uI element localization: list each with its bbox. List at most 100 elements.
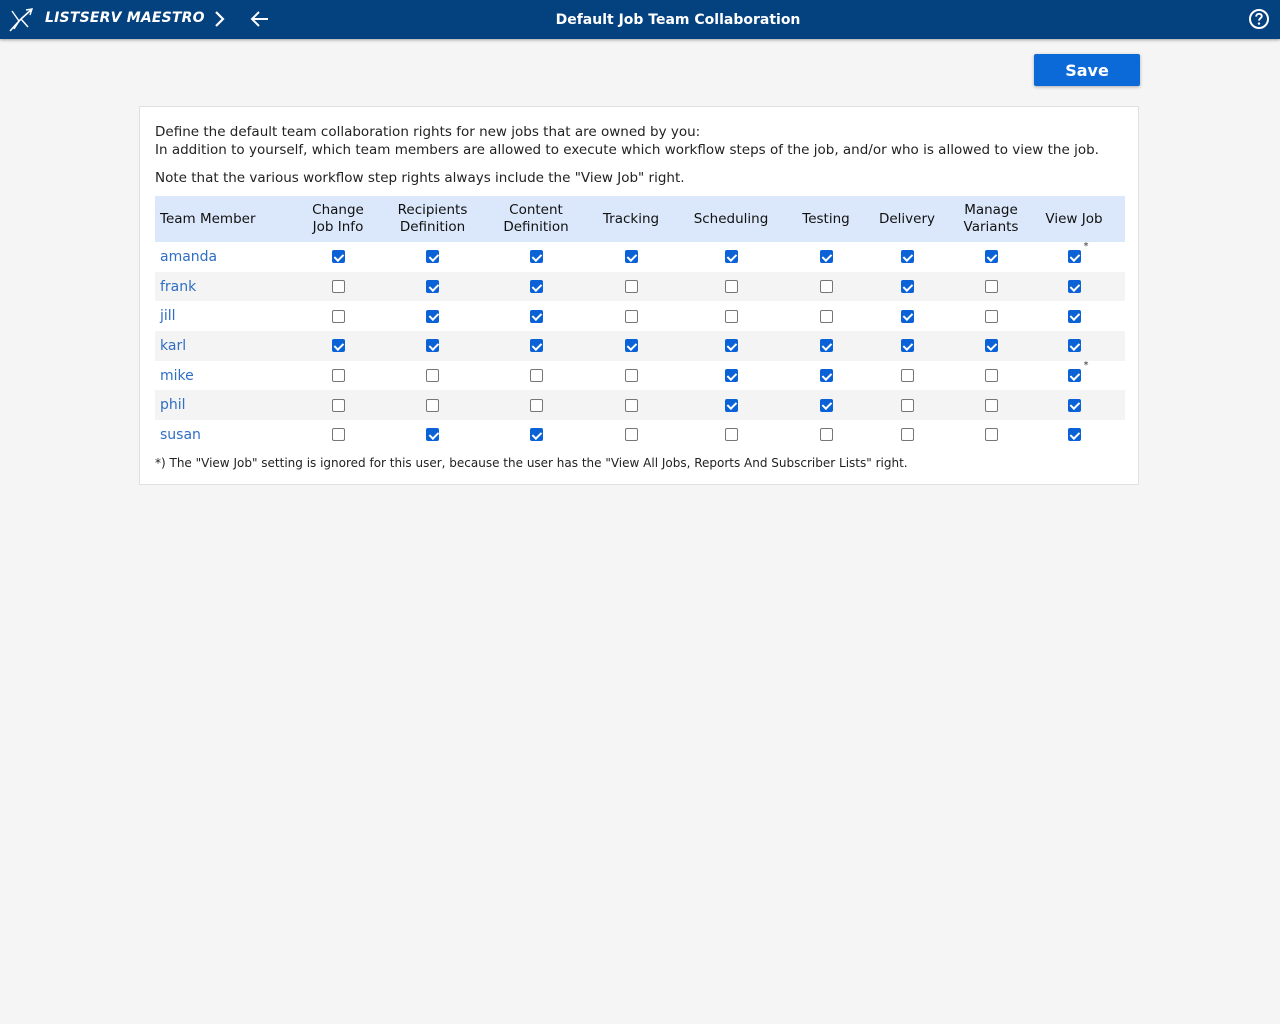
cell-scheduling — [665, 420, 797, 450]
team-member-link[interactable]: karl — [155, 331, 286, 361]
checkbox-wrapper — [724, 279, 738, 295]
checkbox-wrapper — [529, 279, 543, 295]
cell-recipients-definition — [390, 301, 475, 331]
view-job-checkbox[interactable] — [1067, 369, 1081, 383]
view-job-checkbox[interactable] — [1067, 428, 1081, 442]
scheduling-checkbox[interactable] — [724, 280, 738, 294]
tracking-checkbox[interactable] — [624, 250, 638, 264]
manage-variants-checkbox[interactable] — [984, 309, 998, 323]
recipients-definition-checkbox[interactable] — [426, 280, 439, 294]
checkbox-wrapper — [984, 338, 998, 354]
tracking-checkbox[interactable] — [624, 428, 638, 442]
testing-checkbox[interactable] — [819, 280, 833, 294]
cell-scheduling — [665, 331, 797, 361]
delivery-checkbox[interactable] — [900, 369, 914, 383]
testing-checkbox[interactable] — [819, 250, 833, 264]
view-job-checkbox[interactable] — [1067, 280, 1081, 294]
tracking-checkbox[interactable] — [624, 309, 638, 323]
change-job-info-checkbox[interactable] — [331, 280, 345, 294]
testing-checkbox[interactable] — [819, 428, 833, 442]
change-job-info-checkbox[interactable] — [331, 369, 345, 383]
change-job-info-checkbox[interactable] — [331, 250, 345, 264]
tracking-checkbox[interactable] — [624, 339, 638, 353]
testing-checkbox[interactable] — [819, 309, 833, 323]
checkbox-wrapper — [724, 308, 738, 324]
content-definition-checkbox[interactable] — [529, 339, 543, 353]
recipients-definition-checkbox[interactable] — [426, 428, 439, 442]
table-row: jill — [155, 301, 1125, 331]
view-job-checkbox[interactable] — [1067, 339, 1081, 353]
delivery-checkbox[interactable] — [900, 398, 914, 412]
checkbox-wrapper — [426, 308, 439, 324]
team-member-link[interactable]: phil — [155, 390, 286, 421]
team-member-link[interactable]: susan — [160, 426, 201, 443]
recipients-definition-checkbox[interactable] — [426, 369, 439, 383]
table-row: amanda * — [155, 241, 1125, 272]
cell-tracking — [597, 390, 665, 421]
delivery-checkbox[interactable] — [900, 428, 914, 442]
change-job-info-checkbox[interactable] — [331, 428, 345, 442]
checkbox-wrapper — [1067, 427, 1081, 443]
delivery-checkbox[interactable] — [900, 280, 914, 294]
team-member-link[interactable]: amanda — [160, 248, 218, 265]
change-job-info-checkbox[interactable] — [331, 339, 345, 353]
scheduling-checkbox[interactable] — [724, 428, 738, 442]
column-header-label: Variants — [963, 219, 1019, 235]
cell-scheduling — [665, 271, 797, 302]
content-definition-checkbox[interactable] — [529, 280, 543, 294]
delivery-checkbox[interactable] — [900, 309, 914, 323]
manage-variants-checkbox[interactable] — [984, 369, 998, 383]
checkbox-wrapper — [426, 249, 439, 265]
content-definition-checkbox[interactable] — [529, 309, 543, 323]
recipients-definition-checkbox[interactable] — [426, 339, 439, 353]
testing-checkbox[interactable] — [819, 369, 833, 383]
manage-variants-checkbox[interactable] — [984, 428, 998, 442]
save-button[interactable]: Save — [1034, 54, 1140, 86]
change-job-info-checkbox[interactable] — [331, 398, 345, 412]
view-job-checkbox[interactable] — [1067, 309, 1081, 323]
arrow-left-icon[interactable] — [249, 9, 271, 29]
checkbox-wrapper — [724, 249, 738, 265]
recipients-definition-checkbox[interactable] — [426, 250, 439, 264]
scheduling-checkbox[interactable] — [724, 339, 738, 353]
delivery-checkbox[interactable] — [900, 339, 914, 353]
cell-manage-variants — [959, 331, 1023, 361]
team-member-link[interactable]: jill — [160, 308, 176, 325]
content-definition-checkbox[interactable] — [529, 250, 543, 264]
collaboration-panel: Define the default team collaboration ri… — [139, 106, 1139, 485]
delivery-checkbox[interactable] — [900, 250, 914, 264]
content-definition-checkbox[interactable] — [529, 428, 543, 442]
scheduling-checkbox[interactable] — [724, 250, 738, 264]
view-job-ignored-marker: * — [1083, 359, 1089, 371]
recipients-definition-checkbox[interactable] — [426, 309, 439, 323]
column-header-label: Content — [509, 202, 563, 218]
recipients-definition-checkbox[interactable] — [426, 398, 439, 412]
column-header-delivery: Delivery — [855, 196, 959, 242]
manage-variants-checkbox[interactable] — [984, 339, 998, 353]
content-definition-checkbox[interactable] — [529, 369, 543, 383]
manage-variants-checkbox[interactable] — [984, 280, 998, 294]
change-job-info-checkbox[interactable] — [331, 309, 345, 323]
chevron-right-icon[interactable] — [210, 9, 230, 29]
checkbox-wrapper — [624, 338, 638, 354]
tracking-checkbox[interactable] — [624, 369, 638, 383]
tracking-checkbox[interactable] — [624, 280, 638, 294]
scheduling-checkbox[interactable] — [724, 369, 738, 383]
help-icon[interactable] — [1248, 8, 1270, 30]
checkbox-wrapper — [331, 338, 345, 354]
testing-checkbox[interactable] — [819, 398, 833, 412]
scheduling-checkbox[interactable] — [724, 309, 738, 323]
team-member-link[interactable]: frank — [155, 271, 286, 302]
scheduling-checkbox[interactable] — [724, 398, 738, 412]
cell-view-job — [1023, 331, 1125, 361]
team-member-link[interactable]: mike — [160, 367, 194, 384]
manage-variants-checkbox[interactable] — [984, 398, 998, 412]
manage-variants-checkbox[interactable] — [984, 250, 998, 264]
checkbox-wrapper — [624, 249, 638, 265]
view-job-checkbox[interactable] — [1067, 250, 1081, 264]
testing-checkbox[interactable] — [819, 339, 833, 353]
cell-scheduling — [665, 242, 797, 272]
tracking-checkbox[interactable] — [624, 398, 638, 412]
content-definition-checkbox[interactable] — [529, 398, 543, 412]
view-job-checkbox[interactable] — [1067, 398, 1081, 412]
